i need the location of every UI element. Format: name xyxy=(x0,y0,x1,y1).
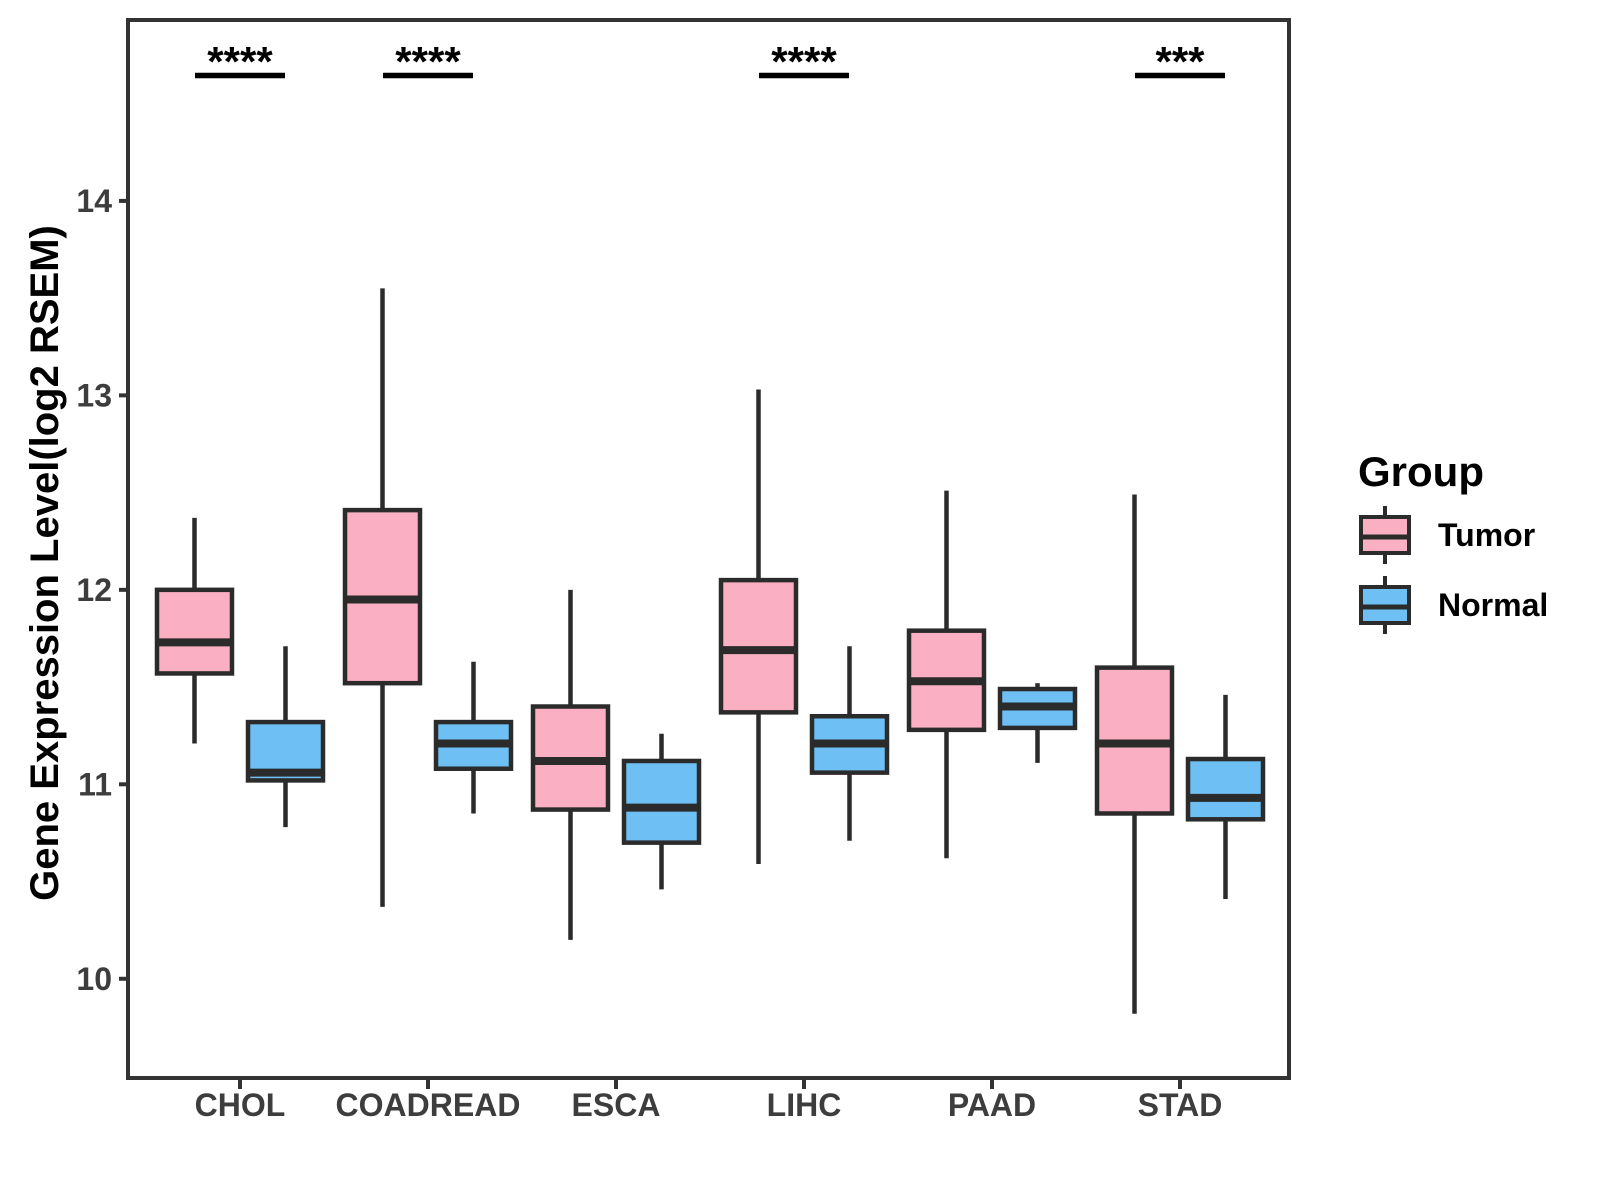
box-Normal-ESCA xyxy=(621,758,702,845)
y-tick-label: 13 xyxy=(76,377,112,413)
legend-key-boxplot-icon xyxy=(1359,576,1411,634)
x-tick-label-PAAD: PAAD xyxy=(948,1087,1036,1123)
legend-item-tumor: Tumor xyxy=(1358,504,1548,566)
x-tick-label-ESCA: ESCA xyxy=(572,1087,661,1123)
panel-border xyxy=(126,18,1291,1080)
y-tick-label: 10 xyxy=(76,961,112,997)
x-tick-label-STAD: STAD xyxy=(1138,1087,1223,1123)
box-Tumor-CHOL xyxy=(154,587,235,676)
y-tick-label: 12 xyxy=(76,572,112,608)
legend-label: Normal xyxy=(1438,586,1549,623)
y-tick-label: 14 xyxy=(76,183,112,219)
legend-label: Tumor xyxy=(1438,516,1536,553)
legend-items: Tumor Normal xyxy=(1358,504,1548,644)
x-tick-label-LIHC: LIHC xyxy=(767,1087,842,1123)
legend-key-boxplot-icon xyxy=(1359,506,1411,564)
x-tick-label-COADREAD: COADREAD xyxy=(336,1087,521,1123)
x-tick-label-CHOL: CHOL xyxy=(195,1087,286,1123)
y-axis-title: Gene Expression Level(log2 RSEM) xyxy=(23,225,67,901)
legend-title: Group xyxy=(1358,448,1484,495)
legend-item-normal: Normal xyxy=(1358,574,1548,636)
box-Normal-STAD xyxy=(1185,756,1266,822)
y-tick-label: 11 xyxy=(78,766,112,802)
